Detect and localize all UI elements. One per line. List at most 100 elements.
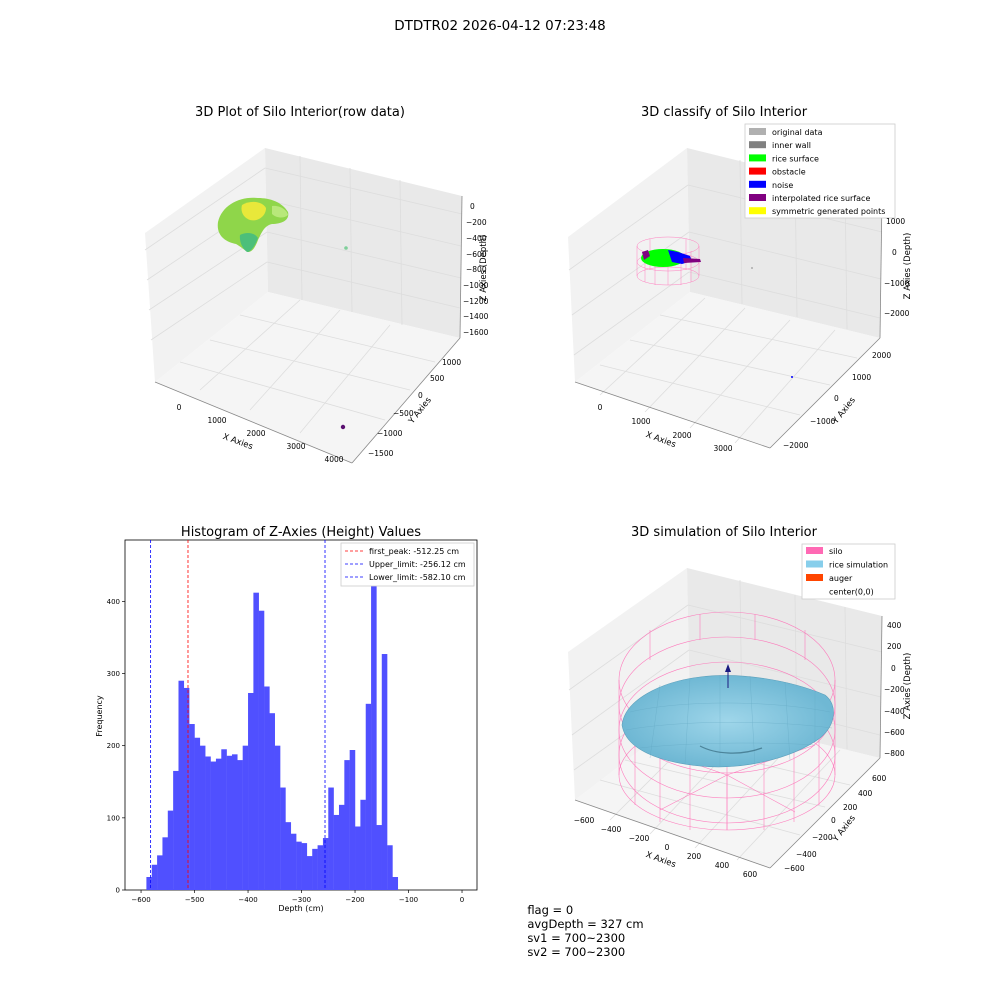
p1-xtick: 1000: [207, 416, 226, 425]
p4-ztick: 200: [887, 642, 902, 651]
hist-bar: [210, 761, 217, 890]
legend-swatch: [749, 141, 766, 149]
p4-xtick: −400: [601, 825, 622, 834]
hist-x-tick-label: −400: [238, 896, 257, 904]
p4-xtick: −200: [629, 834, 650, 843]
hist-bar: [274, 745, 281, 890]
hist-bar: [258, 610, 265, 890]
hist-bar: [392, 877, 399, 890]
p1-ytick: 500: [430, 374, 445, 383]
hist-x-tick-label: −200: [345, 896, 364, 904]
p4-ytick: 200: [843, 803, 858, 812]
panel2-floor-pane: [575, 292, 880, 448]
p2-ztick: −1000: [884, 279, 910, 288]
panel2-interpolated: [642, 250, 650, 260]
p4-ytick: −400: [796, 850, 817, 859]
p1-zlabel: Z Axies (Depth): [479, 235, 489, 302]
hist-bar: [253, 592, 259, 890]
hist-bar: [173, 770, 179, 890]
hist-bar: [360, 799, 366, 890]
hist-x-tick-label: −500: [185, 896, 204, 904]
panel4-legend: silo rice simulation auger center(0,0): [801, 543, 896, 600]
legend-swatch: [806, 574, 823, 581]
panel2-title: 3D classify of Silo Interior: [641, 105, 808, 120]
hist-bar: [365, 703, 372, 890]
legend-label: inner wall: [772, 141, 811, 150]
legend-label: silo: [829, 547, 843, 556]
panel4-left-pane: [568, 568, 690, 800]
hist-xlabel: Depth (cm): [278, 904, 323, 913]
hist-bar: [285, 822, 292, 890]
panel1-point-cloud: [217, 197, 348, 430]
p1-ztick: −400: [466, 234, 487, 243]
hist-bar: [301, 843, 308, 890]
panel1-surface-edge: [239, 233, 258, 252]
p4-ytick: −600: [784, 864, 805, 873]
panel4-auger: [725, 664, 731, 688]
hist-bar: [162, 837, 168, 890]
status-avg-depth: avgDepth = 327 cm: [527, 917, 644, 931]
hist-bar: [189, 724, 195, 890]
p2-xtick: 3000: [713, 444, 732, 453]
p1-ztick: −1600: [463, 328, 489, 337]
hist-bar: [183, 687, 190, 890]
hist-legend-box: [340, 542, 475, 587]
p4-xtick: 400: [715, 861, 730, 870]
hist-y-tick-label: 100: [107, 814, 120, 822]
hist-bar: [296, 841, 302, 890]
p2-ztick: 1000: [886, 217, 905, 226]
hist-bar: [269, 713, 275, 890]
hist-bar: [231, 754, 238, 890]
hist-bar: [237, 760, 243, 890]
legend-swatch: [749, 194, 766, 201]
p1-ztick: −600: [466, 250, 487, 259]
hist-bar: [381, 654, 388, 890]
hist-bar: [355, 826, 361, 890]
hist-bar: [221, 749, 227, 890]
hist-bar: [194, 737, 201, 890]
hist-legend-label: first_peak: -512.25 cm: [369, 547, 459, 556]
figure-title: DTDTR02 2026-04-12 07:23:48: [394, 18, 606, 34]
legend-label: original data: [772, 128, 823, 137]
p1-ytick: −1500: [368, 449, 394, 458]
p1-ytick: −1000: [377, 429, 403, 438]
hist-y-ticks: 0 100 200 300 400: [107, 598, 125, 895]
panel2-legend-box: [744, 123, 896, 219]
legend-swatch: [806, 560, 823, 568]
hist-x-tick-label: −100: [399, 896, 418, 904]
hist-bars: [146, 584, 399, 890]
hist-bar: [387, 845, 393, 890]
panel4-rice-surface: [621, 675, 834, 768]
legend-swatch: [749, 128, 766, 135]
hist-bar: [242, 745, 249, 890]
legend-swatch: [749, 167, 766, 175]
hist-x-ticks: −600 −500 −400 −300 −200 −100 0: [131, 890, 464, 904]
hist-bar: [344, 760, 350, 890]
hist-bar: [312, 848, 318, 890]
hist-bar: [215, 758, 222, 890]
panel1-surface-rim: [272, 205, 288, 218]
p2-ztick: 0: [892, 248, 897, 257]
panel4-rice-mesh: [621, 675, 834, 768]
hist-legend: first_peak: -512.25 cm Upper_limit: -256.…: [340, 542, 475, 587]
p1-xtick: 4000: [324, 455, 343, 464]
p2-xtick: 2000: [672, 431, 691, 440]
hist-bar: [178, 680, 185, 890]
hist-bar: [167, 810, 174, 890]
hist-bar: [146, 877, 152, 890]
p4-ztick: −800: [884, 749, 905, 758]
panel2-classified-points: [641, 249, 793, 378]
panel1-back-pane: [265, 148, 462, 338]
hist-bar: [328, 787, 334, 890]
legend-label: interpolated rice surface: [772, 194, 870, 203]
hist-x-tick-label: −600: [131, 896, 150, 904]
hist-bar: [290, 833, 297, 890]
hist-bar: [264, 686, 270, 890]
p1-ztick: −1400: [463, 312, 489, 321]
legend-label: center(0,0): [829, 588, 874, 597]
hist-bar: [280, 787, 286, 890]
hist-bar: [338, 804, 345, 890]
hist-y-tick-label: 200: [107, 742, 120, 750]
p4-ztick: −200: [884, 685, 905, 694]
